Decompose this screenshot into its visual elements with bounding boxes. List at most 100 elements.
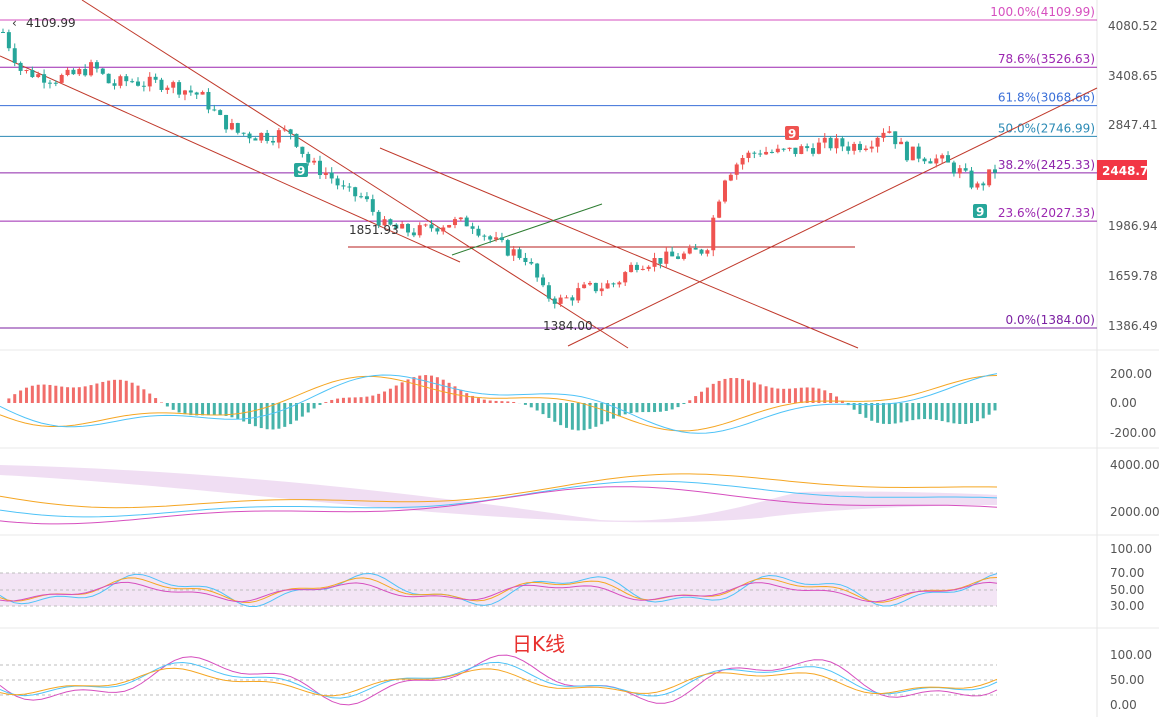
indicator-tick-label: 100.00 bbox=[1110, 648, 1152, 662]
candle-body bbox=[652, 258, 657, 267]
candle-body bbox=[306, 153, 311, 163]
band-upper-line bbox=[0, 473, 998, 509]
candle-body bbox=[940, 155, 945, 159]
candle-body bbox=[253, 138, 258, 141]
candle-body bbox=[775, 148, 780, 153]
macd-histogram-bar bbox=[600, 403, 604, 425]
macd-histogram-bar bbox=[741, 378, 745, 403]
candle-body bbox=[406, 223, 411, 233]
macd-histogram-bar bbox=[89, 385, 93, 403]
marker-9-green-left: 9 bbox=[294, 163, 308, 178]
candle-body bbox=[852, 143, 857, 151]
candle-body bbox=[341, 185, 346, 187]
macd-histogram-bar bbox=[365, 396, 369, 403]
macd-histogram-bar bbox=[940, 403, 944, 422]
low-annotation: 1384.00 bbox=[543, 319, 593, 333]
candle-body bbox=[740, 157, 745, 165]
macd-histogram-bar bbox=[512, 401, 516, 403]
candle-body bbox=[6, 32, 11, 49]
macd-histogram-bar bbox=[394, 385, 398, 403]
band-pane: 4000.00 2000.00 bbox=[0, 458, 1159, 525]
macd-histogram-bar bbox=[353, 397, 357, 403]
macd-histogram-bar bbox=[283, 403, 287, 427]
candle-body bbox=[946, 155, 951, 163]
candle-body bbox=[276, 130, 281, 143]
candle-body bbox=[89, 62, 94, 76]
candle-body bbox=[300, 146, 305, 154]
macd-histogram-bar bbox=[835, 396, 839, 403]
macd-histogram-bar bbox=[347, 397, 351, 403]
macd-histogram-bar bbox=[688, 400, 692, 403]
macd-histogram-bar bbox=[54, 385, 58, 403]
macd-histogram-bar bbox=[899, 403, 903, 423]
candle-body bbox=[969, 170, 974, 188]
price-tick-label: 1986.94 bbox=[1108, 219, 1158, 233]
price-tick-label: 2847.41 bbox=[1108, 118, 1158, 132]
macd-histogram-bar bbox=[300, 403, 304, 417]
candle-body bbox=[681, 253, 686, 259]
macd-histogram-bar bbox=[101, 381, 105, 403]
candle-body bbox=[981, 183, 986, 186]
indicator-tick-label: 2000.00 bbox=[1110, 505, 1159, 519]
macd-histogram-bar bbox=[465, 393, 469, 403]
candle-body bbox=[177, 82, 182, 95]
macd-histogram-bar bbox=[142, 389, 146, 403]
candle-body bbox=[893, 131, 898, 145]
candle-body bbox=[488, 236, 493, 240]
macd-histogram-bar bbox=[183, 403, 187, 415]
indicator-tick-label: 4000.00 bbox=[1110, 458, 1159, 472]
macd-histogram-bar bbox=[553, 403, 557, 422]
candle-body bbox=[535, 263, 540, 278]
rsi-line-2 bbox=[0, 577, 998, 604]
candle-body bbox=[411, 232, 416, 236]
macd-histogram-bar bbox=[42, 384, 46, 403]
price-tick-label: 4080.52 bbox=[1108, 19, 1158, 33]
macd-histogram-bar bbox=[529, 403, 533, 408]
macd-histogram-bar bbox=[770, 387, 774, 403]
candle-body bbox=[200, 91, 205, 95]
macd-histogram-bar bbox=[429, 375, 433, 403]
candle-body bbox=[711, 217, 716, 251]
macd-histogram-bar bbox=[259, 403, 263, 429]
indicator-tick-label: 50.00 bbox=[1110, 673, 1144, 687]
macd-histogram-bar bbox=[559, 403, 563, 426]
candle-body bbox=[805, 146, 810, 149]
candle-body bbox=[523, 257, 528, 262]
kdj-d-line bbox=[0, 667, 998, 697]
macd-histogram-bar bbox=[130, 382, 134, 403]
candle-body bbox=[65, 69, 70, 76]
macd-histogram-bar bbox=[95, 383, 99, 403]
macd-histogram-bar bbox=[500, 401, 504, 403]
macd-histogram-bar bbox=[782, 388, 786, 403]
macd-histogram-bar bbox=[606, 403, 610, 422]
candle-body bbox=[247, 133, 252, 139]
candle-body bbox=[494, 237, 499, 240]
candle-body bbox=[993, 169, 997, 173]
macd-histogram-bar bbox=[148, 393, 152, 403]
macd-histogram-bar bbox=[811, 387, 815, 403]
macd-histogram-bar bbox=[705, 387, 709, 403]
candle-body bbox=[376, 211, 381, 226]
marker-9-red: 9 bbox=[785, 126, 799, 141]
candle-body bbox=[317, 160, 322, 176]
macd-histogram-bar bbox=[565, 403, 569, 428]
trend-lines bbox=[0, 0, 1098, 349]
candle-body bbox=[746, 152, 751, 158]
macd-histogram-bar bbox=[752, 382, 756, 403]
candle-body bbox=[646, 266, 651, 269]
macd-histogram-bar bbox=[48, 384, 52, 403]
macd-histogram-bar bbox=[823, 390, 827, 403]
macd-histogram-bar bbox=[952, 403, 956, 424]
candle-body bbox=[83, 69, 88, 76]
macd-histogram-bar bbox=[829, 393, 833, 403]
macd-histogram-bar bbox=[341, 397, 345, 403]
high-arrow: ‹ bbox=[12, 16, 17, 30]
candle-body bbox=[799, 146, 804, 155]
macd-histogram-bar bbox=[799, 387, 803, 403]
macd-histogram-bar bbox=[840, 400, 844, 403]
macd-histogram-bar bbox=[653, 403, 657, 413]
macd-histogram-bar bbox=[582, 403, 586, 431]
candle-body bbox=[658, 258, 663, 264]
candle-body bbox=[94, 62, 99, 69]
macd-histogram-bar bbox=[805, 387, 809, 403]
